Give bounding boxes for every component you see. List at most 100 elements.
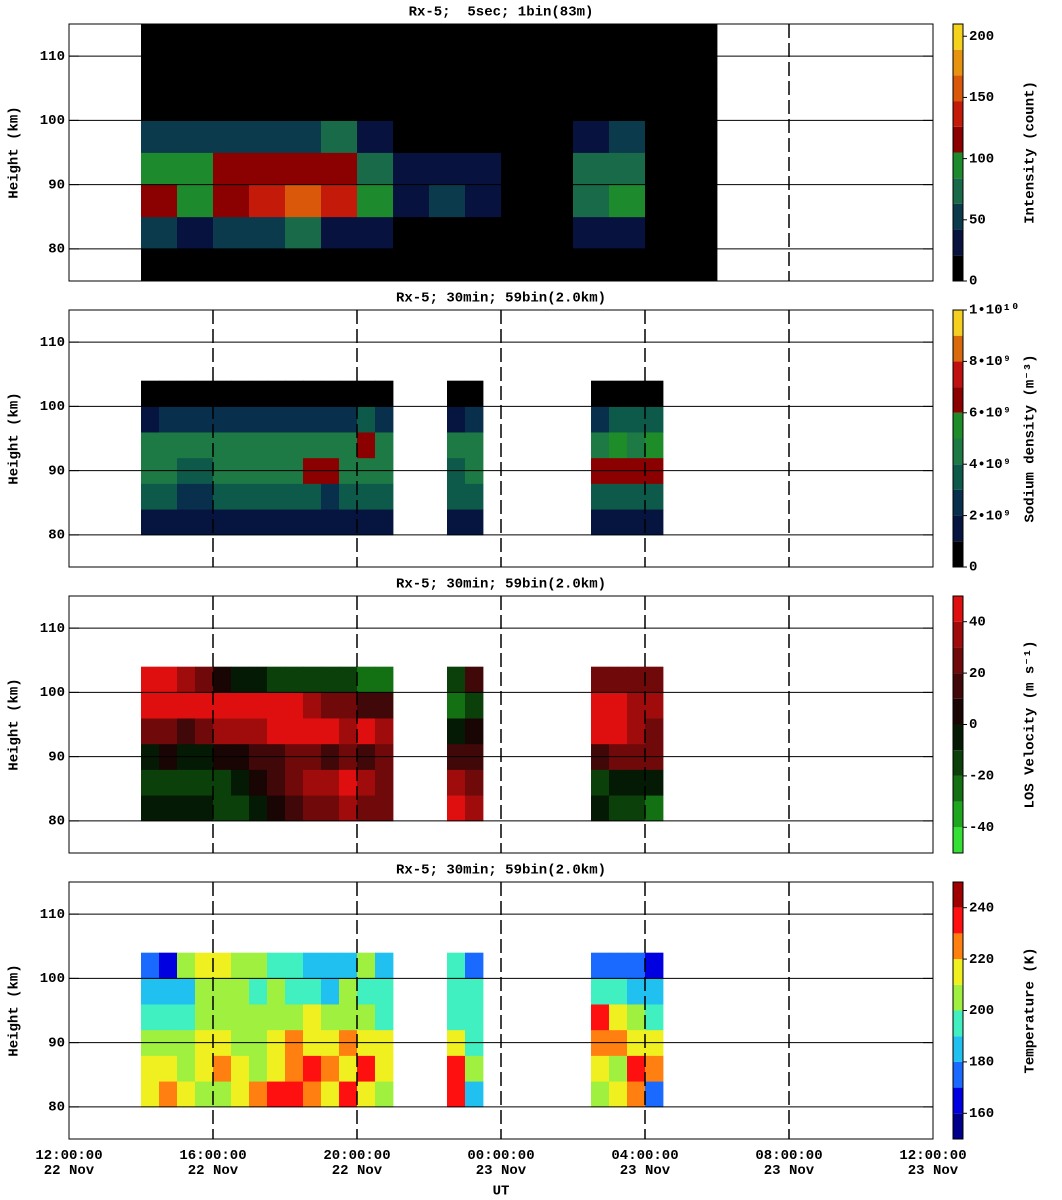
heat-cell <box>501 88 538 121</box>
heat-cell <box>195 718 214 745</box>
heat-cell <box>141 978 160 1005</box>
heat-cell <box>303 380 322 407</box>
heat-cell <box>321 56 358 89</box>
heat-cell <box>285 152 322 186</box>
heat-cell <box>591 718 610 745</box>
heat-cell <box>213 88 250 121</box>
heat-cell <box>231 718 250 745</box>
heat-cell <box>285 216 322 250</box>
heat-cell <box>357 216 394 250</box>
y-tick-label: 100 <box>40 399 65 415</box>
heat-cell <box>285 1055 304 1082</box>
heat-cell <box>159 1004 178 1031</box>
heat-cell <box>573 88 610 121</box>
colorbar-tick-label: 20 <box>969 666 986 682</box>
heat-cell <box>447 1081 466 1108</box>
heat-cell <box>591 1081 610 1108</box>
heat-cell <box>357 692 376 719</box>
heat-cell <box>609 56 646 89</box>
colorbar-band <box>953 126 963 153</box>
heat-cell <box>645 1004 664 1031</box>
heat-cell <box>627 1055 646 1082</box>
colorbar-tick-label: 200 <box>969 1003 994 1019</box>
heat-cell <box>339 380 358 407</box>
colorbar-band <box>953 515 963 542</box>
heat-cell <box>303 952 322 979</box>
heat-cell <box>375 1081 394 1108</box>
heat-cell <box>213 795 232 822</box>
colorbar-band <box>953 750 963 776</box>
heat-cell <box>141 120 178 153</box>
heat-cell <box>141 795 160 822</box>
heat-cell <box>195 952 214 979</box>
heat-cell <box>249 380 268 407</box>
heat-cell <box>429 184 466 218</box>
heat-cell <box>267 769 286 796</box>
heat-cell <box>339 432 358 459</box>
heat-cell <box>393 88 430 121</box>
heat-cell <box>339 1004 358 1031</box>
heat-cell <box>177 692 196 719</box>
heat-cell <box>681 152 718 186</box>
heat-cell <box>681 120 718 153</box>
heat-cell <box>339 718 358 745</box>
heat-cell <box>267 692 286 719</box>
heat-cell <box>303 795 322 822</box>
x-axis-label: UT <box>493 1184 510 1200</box>
heat-cell <box>591 769 610 796</box>
heat-cell <box>339 769 358 796</box>
heat-cell <box>465 1055 484 1082</box>
colorbar-band <box>953 1113 963 1139</box>
heat-cell <box>231 952 250 979</box>
heat-cell <box>141 24 178 57</box>
heat-cell <box>249 152 286 186</box>
colorbar-tick-label: 180 <box>969 1055 994 1071</box>
heat-cell <box>339 692 358 719</box>
heat-cell <box>213 718 232 745</box>
heat-cell <box>267 666 286 693</box>
colorbar-band <box>953 203 963 230</box>
heat-cell <box>303 718 322 745</box>
y-tick-label: 80 <box>48 1100 65 1116</box>
heat-cell <box>429 24 466 57</box>
heat-cell <box>645 509 664 536</box>
heat-cell <box>213 24 250 57</box>
colorbar-tick-label: 50 <box>969 213 986 229</box>
heat-cell <box>267 432 286 459</box>
heat-cell <box>303 509 322 536</box>
heat-cell <box>357 795 376 822</box>
heat-cell <box>321 432 340 459</box>
y-tick-label: 100 <box>40 113 65 129</box>
heat-cell <box>465 24 502 57</box>
heat-cell <box>501 184 538 218</box>
heat-cell <box>213 216 250 250</box>
heat-cell <box>447 952 466 979</box>
heat-cell <box>465 184 502 218</box>
heat-cell <box>357 184 394 218</box>
y-tick-label: 110 <box>40 907 65 923</box>
heat-cell <box>357 248 394 282</box>
heat-cell <box>465 406 484 433</box>
heat-cell <box>213 56 250 89</box>
colorbar-band <box>953 1010 963 1037</box>
colorbar-band <box>953 49 963 76</box>
colorbar-band <box>953 152 963 179</box>
heat-cell <box>537 216 574 250</box>
y-tick-label: 110 <box>40 49 65 65</box>
heat-cell <box>501 248 538 282</box>
colorbar-band <box>953 801 963 828</box>
heat-cell <box>159 666 178 693</box>
y-tick-label: 100 <box>40 971 65 987</box>
heat-cell <box>303 406 322 433</box>
heat-cell <box>357 769 376 796</box>
y-tick-label: 80 <box>48 814 65 830</box>
heat-cell <box>609 483 628 510</box>
heat-cell <box>609 692 628 719</box>
heat-cell <box>249 406 268 433</box>
colorbar-band <box>953 621 963 648</box>
heat-cell <box>231 692 250 719</box>
heat-cell <box>339 1081 358 1108</box>
heat-cell <box>645 483 664 510</box>
colorbar-tick-label: 0 <box>969 274 977 290</box>
